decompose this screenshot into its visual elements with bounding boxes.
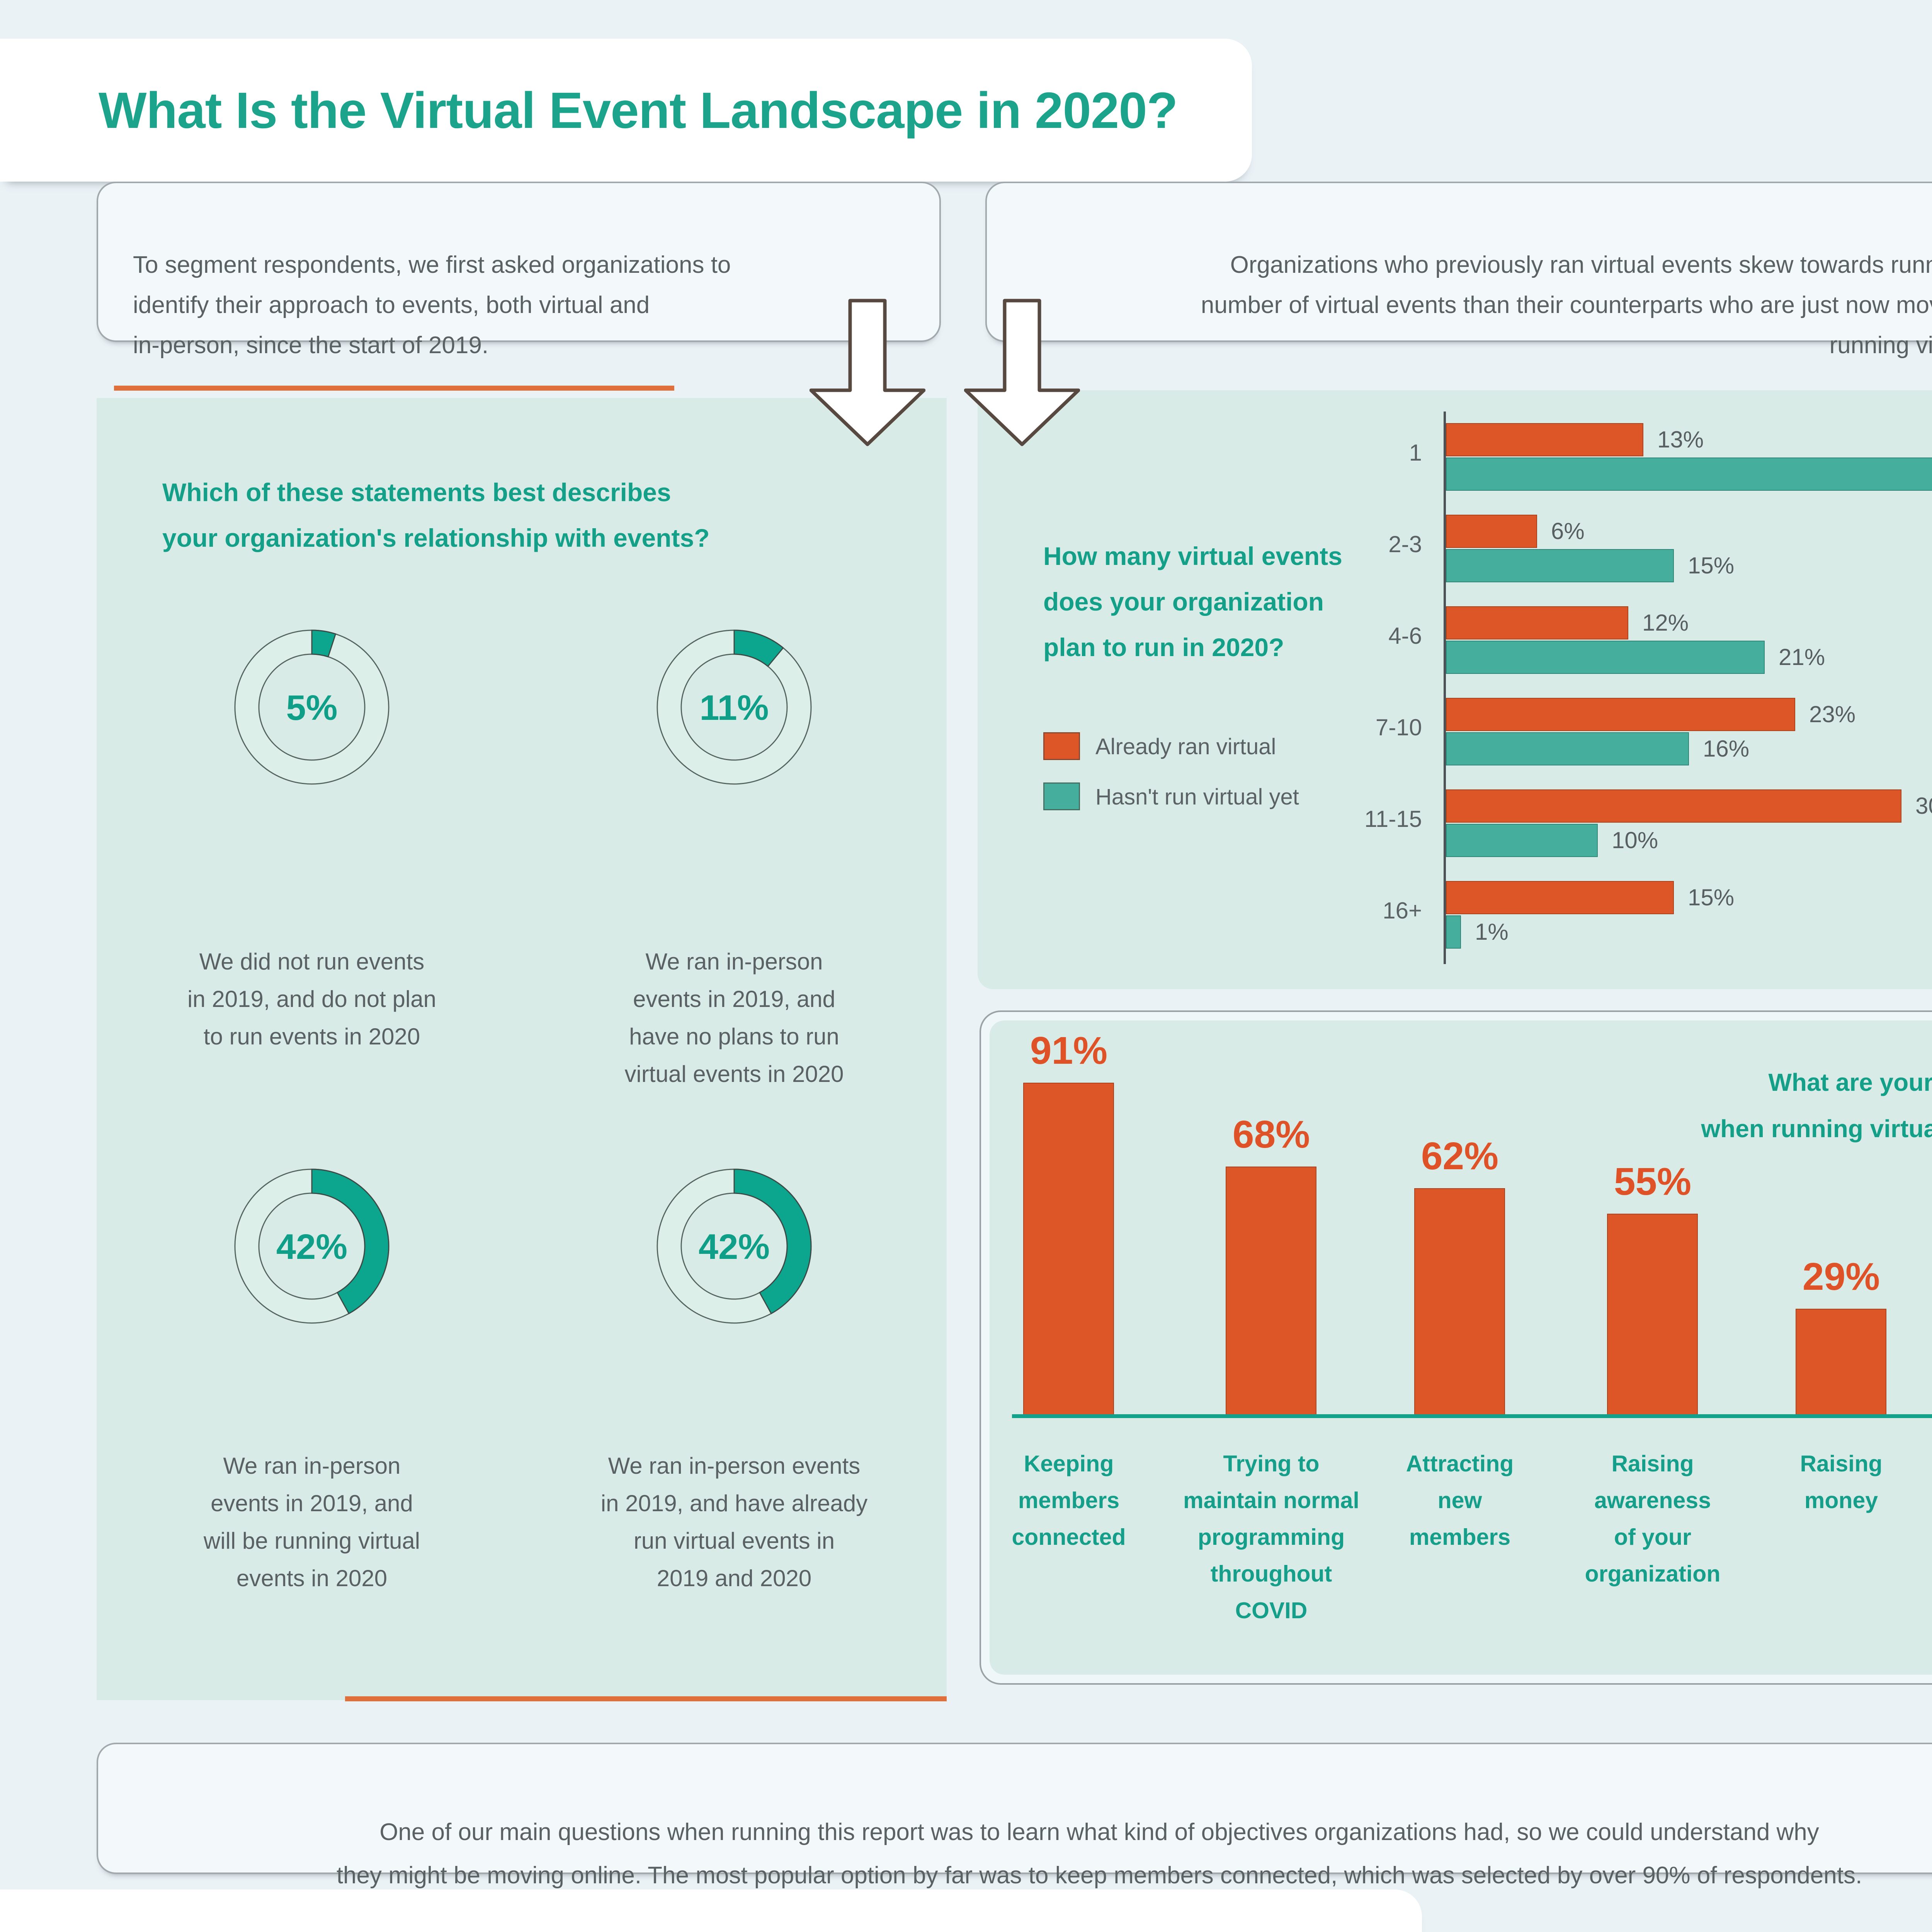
objective-category-label: Attracting new members [1406,1451,1514,1550]
section-2-title-band: How do Virtual Events Compare to In-Pers… [0,1889,1422,1932]
hbar-value-label: 15% [1688,884,1735,910]
hbar-already-ran [1446,698,1795,731]
objective-value-label: 91% [1030,1029,1108,1072]
objective-category-label: Raising money [1800,1451,1883,1513]
donut-caption: We ran in-person events in 2019, and hav… [624,949,844,1087]
hbar-already-ran [1446,789,1901,823]
hbar-value-label: 23% [1809,701,1856,727]
hbar-value-label: 30% [1915,793,1932,819]
hbar-value-label: 15% [1688,553,1735,578]
donut-chart: 42% [653,1165,815,1327]
hbar-category-label: 1 [1409,440,1422,466]
intro-right-note: Organizations who previously ran virtual… [985,182,1932,359]
objectives-panel: What are your objectives when running vi… [990,1020,1932,1675]
objectives-note-text: One of our main questions when running t… [336,1819,1862,1889]
down-arrow-icon [810,299,925,446]
intro-left-note: To segment respondents, we first asked o… [97,182,941,359]
objectives-card: What are your objectives when running vi… [980,1010,1932,1685]
hbar-value-label: 16% [1703,736,1750,762]
objectives-chart-title: What are your objectives when running vi… [1701,1068,1932,1143]
donut-caption: We ran in-person events in 2019, and wil… [203,1453,420,1591]
hbar-axis [1444,412,1446,964]
donut-svg: 42% [656,1168,812,1324]
objective-category-label: Other [1929,1446,1932,1482]
legend-label: Hasn't run virtual yet [1095,784,1299,810]
legend-swatch-teal [1043,782,1080,810]
orange-accent-line-bottom [345,1696,947,1701]
donut-svg: 5% [234,629,389,785]
hbar-hasnt-run [1446,824,1598,857]
intro-right-note-text: Organizations who previously ran virtual… [1201,252,1932,359]
section-2-title: How do Virtual Events Compare to In-Pers… [99,1930,1298,1932]
donut-percent-label: 42% [276,1227,347,1267]
donut-chart: 42% [231,1165,393,1327]
hbar-hasnt-run [1446,457,1932,491]
hbar-hasnt-run [1446,549,1674,582]
hbar-category-label: 4-6 [1388,623,1422,649]
hbar-already-ran [1446,606,1628,639]
hbar-category-label: 16+ [1383,898,1422,923]
hbar-already-ran [1446,515,1537,548]
hbar-already-ran [1446,423,1643,456]
objective-value-label: 68% [1232,1113,1310,1156]
legend-label: Already ran virtual [1095,734,1276,759]
donut-caption: We ran in-person events in 2019, and hav… [600,1453,868,1591]
objective-bar [1226,1167,1316,1414]
objective-value-label: 29% [1802,1255,1880,1298]
down-arrow-icon [964,299,1080,446]
donut-panel-title: Which of these statements best describes… [162,478,710,552]
hbar-value-label: 6% [1551,518,1585,544]
hbar-value-label: 1% [1475,919,1509,945]
objective-bar [1414,1188,1505,1414]
objectives-note: One of our main questions when running t… [97,1743,1932,1889]
hbar-value-label: 10% [1612,827,1658,853]
objective-bar [1796,1309,1886,1414]
objective-value-label: 55% [1614,1160,1692,1203]
donut-percent-label: 42% [699,1227,770,1267]
hbar-value-label: 12% [1642,610,1689,636]
section-1-title-band: What Is the Virtual Event Landscape in 2… [0,39,1252,182]
objectives-baseline [1012,1414,1932,1418]
orange-accent-line-top [114,386,674,391]
hbar-hasnt-run [1446,915,1461,949]
hbar-hasnt-run [1446,641,1765,674]
objective-bar [1023,1083,1114,1414]
hbar-already-ran [1446,881,1674,914]
donut-caption: We did not run events in 2019, and do no… [187,949,436,1049]
legend-swatch-orange [1043,732,1080,760]
objective-category-label: Keeping members connected [1012,1451,1126,1550]
section-1-title: What Is the Virtual Event Landscape in 2… [99,82,1178,139]
donut-percent-label: 5% [286,688,338,728]
donut-svg: 11% [656,629,812,785]
hbar-category-label: 7-10 [1375,714,1422,740]
donut-chart: 11% [653,626,815,788]
objective-category-label: Trying to maintain normal programming th… [1183,1451,1359,1623]
hbar-value-label: 13% [1657,427,1704,452]
statements-donut-panel: Which of these statements best describes… [97,398,947,1700]
hbar-category-label: 2-3 [1388,531,1422,557]
hbar-category-label: 11-15 [1364,806,1422,832]
donut-percent-label: 11% [699,688,769,728]
events-count-bar-panel: How many virtual events does your organi… [978,390,1932,989]
objective-value-label: 62% [1421,1134,1499,1178]
hbar-value-label: 21% [1779,644,1825,670]
donut-chart: 5% [231,626,393,788]
donut-svg: 42% [234,1168,389,1324]
hbar-hasnt-run [1446,732,1689,765]
objective-bar [1607,1214,1698,1414]
intro-left-note-text: To segment respondents, we first asked o… [133,252,731,359]
hbar-chart-title: How many virtual events does your organi… [1043,542,1342,662]
objective-category-label: Raising awareness of your organization [1585,1451,1721,1587]
